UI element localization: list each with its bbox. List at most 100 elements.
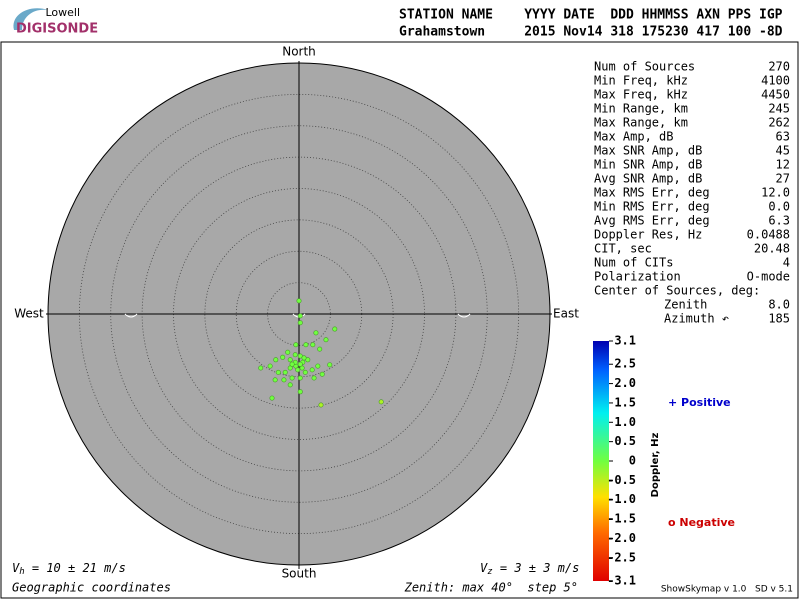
- colorbar-tick-label: 1.0: [614, 415, 636, 429]
- colorbar-tick-label: 3.1: [614, 334, 636, 348]
- colorbar-tick-label: 0.5: [614, 434, 636, 448]
- legend-positive: + Positive: [668, 396, 731, 409]
- stat-value: 4450: [761, 88, 790, 102]
- colorbar-tick-label: 2.5: [614, 357, 636, 371]
- stat-label: Max Range, km: [594, 116, 688, 130]
- stat-section: Center of Sources, deg:: [594, 284, 760, 298]
- source-point: [323, 337, 329, 343]
- source-point: [258, 365, 264, 371]
- source-point: [327, 362, 333, 368]
- stat-label: Doppler Res, Hz: [594, 228, 702, 242]
- vz: Vz = 3 ± 3 m/s: [480, 561, 579, 577]
- direction-label: South: [282, 567, 317, 581]
- source-point: [280, 354, 286, 360]
- source-point: [297, 361, 303, 367]
- stat-label: Min Range, km: [594, 102, 688, 116]
- stat-value: 45: [776, 144, 790, 158]
- colorbar-tick-label: 2.0: [614, 376, 636, 390]
- stat-label: Polarization: [594, 270, 681, 284]
- colorbar-tick-label: -2.0: [607, 531, 636, 545]
- stat-value: 262: [768, 116, 790, 130]
- colorbar-tick-label: 1.5: [614, 395, 636, 409]
- source-point: [317, 346, 323, 352]
- colorbar-tick-label: -2.5: [607, 550, 636, 564]
- source-point: [289, 361, 295, 367]
- stat-label: Num of Sources: [594, 60, 695, 74]
- source-point: [281, 377, 287, 383]
- logo-top: Lowell: [45, 6, 80, 19]
- marker-arc: [457, 313, 471, 318]
- source-point: [296, 298, 302, 304]
- stat-value: 185: [768, 312, 790, 326]
- source-point: [313, 330, 319, 336]
- colorbar-tick-label: 0: [629, 454, 636, 468]
- stat-value: 245: [768, 102, 790, 116]
- colorbar-tick-label: -1.0: [607, 492, 636, 506]
- stat-label: Max RMS Err, deg: [594, 186, 710, 200]
- source-point: [272, 377, 278, 383]
- stat-value: 4: [783, 256, 790, 270]
- colorbar: [593, 341, 609, 581]
- frame: [0, 41, 799, 599]
- colorbar-tick-label: -0.5: [607, 473, 636, 487]
- source-point: [310, 342, 316, 348]
- source-point: [297, 375, 303, 381]
- stat-value: 20.48: [754, 242, 790, 256]
- source-point: [287, 382, 293, 388]
- legend-negative: o Negative: [668, 516, 735, 529]
- stat-label: Avg RMS Err, deg: [594, 214, 710, 228]
- version: ShowSkymap v 1.0 SD v 5.1: [661, 585, 793, 595]
- source-point: [297, 389, 303, 395]
- stat-label: Max Freq, kHz: [594, 88, 688, 102]
- stat-label: Azimuth ↶: [664, 312, 729, 326]
- source-point: [315, 363, 321, 369]
- source-point: [287, 357, 293, 363]
- stat-value: 27: [776, 172, 790, 186]
- source-point: [292, 352, 298, 358]
- source-point: [309, 367, 315, 373]
- logo-main: DIGISONDE: [16, 22, 98, 37]
- stat-value: O-mode: [747, 270, 790, 284]
- coords: Geographic coordinates: [12, 581, 171, 595]
- header-line: STATION NAME YYYY DATE DDD HHMMSS AXN PP…: [399, 8, 783, 23]
- marker-arc: [124, 313, 138, 318]
- zenith-note: Zenith: max 40° step 5°: [404, 581, 578, 595]
- source-point: [302, 369, 308, 375]
- colorbar-tick-label: -3.1: [607, 574, 636, 588]
- source-point: [319, 371, 325, 377]
- stat-value: 4100: [761, 74, 790, 88]
- stat-label: Min RMS Err, deg: [594, 200, 710, 214]
- stat-value: 0.0488: [747, 228, 790, 242]
- source-point: [378, 399, 384, 405]
- colorbar-tick-label: -1.5: [607, 512, 636, 526]
- stat-label: Num of CITs: [594, 256, 673, 270]
- direction-label: East: [553, 307, 579, 321]
- stat-label: Avg SNR Amp, dB: [594, 172, 702, 186]
- stat-value: 63: [776, 130, 790, 144]
- source-point: [311, 375, 317, 381]
- header-line: Grahamstown 2015 Nov14 318 175230 417 10…: [399, 25, 783, 40]
- source-point: [332, 326, 338, 332]
- stat-label: Min Freq, kHz: [594, 74, 688, 88]
- source-point: [303, 342, 309, 348]
- source-point: [301, 355, 307, 361]
- stat-value: 12.0: [761, 186, 790, 200]
- direction-label: West: [14, 307, 44, 321]
- stat-label: CIT, sec: [594, 242, 652, 256]
- source-point: [289, 375, 295, 381]
- colorbar-label: Doppler, Hz: [650, 433, 661, 498]
- source-point: [318, 402, 324, 408]
- vh: Vh = 10 ± 21 m/s: [12, 561, 126, 577]
- source-point: [282, 369, 288, 375]
- source-point: [273, 357, 279, 363]
- direction-label: North: [282, 45, 316, 59]
- stat-value: 12: [776, 158, 790, 172]
- stat-label: Zenith: [664, 298, 707, 312]
- source-point: [293, 342, 299, 348]
- source-point: [297, 320, 303, 326]
- stat-value: 0.0: [768, 200, 790, 214]
- source-point: [275, 369, 281, 375]
- stat-value: 6.3: [768, 214, 790, 228]
